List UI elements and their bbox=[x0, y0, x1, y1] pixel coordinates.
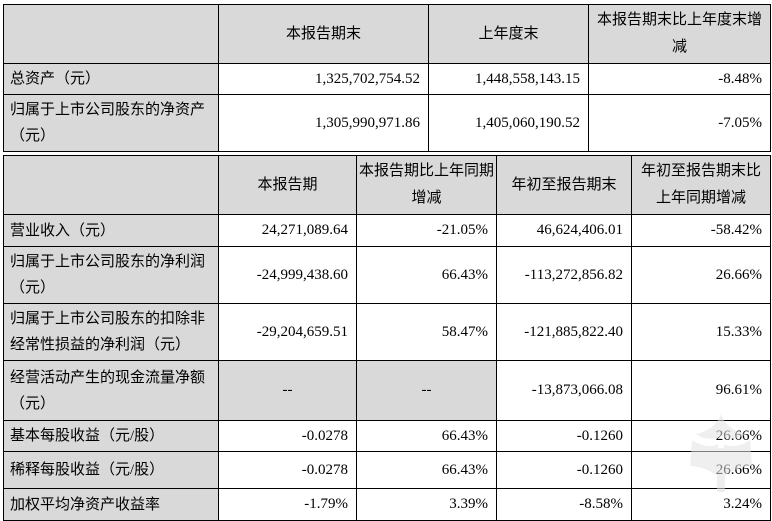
value-cell: -58.42% bbox=[631, 214, 771, 247]
column-header-empty bbox=[3, 155, 219, 215]
value-cell: 1,325,702,754.52 bbox=[218, 63, 429, 95]
column-header-ytd-change-yoy: 年初至报告期末比上年同期增减 bbox=[631, 155, 771, 215]
value-cell: -13,873,066.08 bbox=[496, 360, 632, 421]
value-cell: 24,271,089.64 bbox=[218, 214, 357, 247]
value-cell: -121,885,822.40 bbox=[496, 303, 632, 361]
column-header-period-change-yoy: 本报告期比上年同期增减 bbox=[356, 155, 497, 215]
row-label-cell: 总资产（元） bbox=[3, 63, 219, 95]
value-cell: 3.39% bbox=[356, 488, 497, 521]
table-row-diluted-eps: 稀释每股收益（元/股） -0.0278 66.43% -0.1260 26.66… bbox=[3, 451, 771, 489]
value-cell: 26.66% bbox=[631, 420, 771, 452]
column-header-ytd: 年初至报告期末 bbox=[496, 155, 632, 215]
table-row-basic-eps: 基本每股收益（元/股） -0.0278 66.43% -0.1260 26.66… bbox=[3, 420, 771, 452]
row-label-cell: 稀释每股收益（元/股） bbox=[3, 451, 219, 489]
value-cell: 46,624,406.01 bbox=[496, 214, 632, 247]
value-cell: -8.48% bbox=[588, 63, 771, 95]
balance-table: 本报告期末 上年度末 本报告期末比上年度末增减 总资产（元） 1,325,702… bbox=[3, 4, 771, 152]
value-cell-na: -- bbox=[356, 360, 497, 421]
value-cell: 1,448,558,143.15 bbox=[428, 63, 589, 95]
value-cell: -7.05% bbox=[588, 94, 771, 152]
table-row-net-profit: 归属于上市公司股东的净利润（元） -24,999,438.60 66.43% -… bbox=[3, 246, 771, 304]
column-header-change-vs-prior-year-end: 本报告期末比上年度末增减 bbox=[588, 4, 771, 64]
value-cell: 66.43% bbox=[356, 246, 497, 304]
table-row-net-profit-excl-nonrecurring: 归属于上市公司股东的扣除非经常性损益的净利润（元） -29,204,659.51… bbox=[3, 303, 771, 361]
value-cell: 66.43% bbox=[356, 420, 497, 452]
value-cell: -0.1260 bbox=[496, 420, 632, 452]
row-label-cell: 归属于上市公司股东的净资产（元） bbox=[3, 94, 219, 152]
row-label-cell: 基本每股收益（元/股） bbox=[3, 420, 219, 452]
financial-summary: 本报告期末 上年度末 本报告期末比上年度末增减 总资产（元） 1,325,702… bbox=[3, 4, 771, 521]
value-cell: 3.24% bbox=[631, 488, 771, 521]
value-cell: -0.0278 bbox=[218, 420, 357, 452]
value-cell: -0.0278 bbox=[218, 451, 357, 489]
column-header-current-period: 本报告期 bbox=[218, 155, 357, 215]
income-header-row: 本报告期 本报告期比上年同期增减 年初至报告期末 年初至报告期末比上年同期增减 bbox=[3, 155, 771, 215]
balance-header-row: 本报告期末 上年度末 本报告期末比上年度末增减 bbox=[3, 4, 771, 64]
value-cell: -8.58% bbox=[496, 488, 632, 521]
value-cell: -0.1260 bbox=[496, 451, 632, 489]
table-row-total-assets: 总资产（元） 1,325,702,754.52 1,448,558,143.15… bbox=[3, 63, 771, 95]
row-label-cell: 归属于上市公司股东的扣除非经常性损益的净利润（元） bbox=[3, 303, 219, 361]
table-row-weighted-avg-roe: 加权平均净资产收益率 -1.79% 3.39% -8.58% 3.24% bbox=[3, 488, 771, 521]
value-cell: -21.05% bbox=[356, 214, 497, 247]
value-cell: 1,405,060,190.52 bbox=[428, 94, 589, 152]
row-label-cell: 归属于上市公司股东的净利润（元） bbox=[3, 246, 219, 304]
column-header-empty bbox=[3, 4, 219, 64]
column-header-current-period-end: 本报告期末 bbox=[218, 4, 429, 64]
value-cell: 26.66% bbox=[631, 451, 771, 489]
row-label-cell: 加权平均净资产收益率 bbox=[3, 488, 219, 521]
value-cell: 58.47% bbox=[356, 303, 497, 361]
table-row-revenue: 营业收入（元） 24,271,089.64 -21.05% 46,624,406… bbox=[3, 214, 771, 247]
row-label-cell: 营业收入（元） bbox=[3, 214, 219, 247]
value-cell: 96.61% bbox=[631, 360, 771, 421]
value-cell: 26.66% bbox=[631, 246, 771, 304]
value-cell: 15.33% bbox=[631, 303, 771, 361]
row-label-cell: 经营活动产生的现金流量净额（元） bbox=[3, 360, 219, 421]
value-cell: -1.79% bbox=[218, 488, 357, 521]
value-cell-na: -- bbox=[218, 360, 357, 421]
income-table: 本报告期 本报告期比上年同期增减 年初至报告期末 年初至报告期末比上年同期增减 … bbox=[3, 155, 771, 521]
column-header-prior-year-end: 上年度末 bbox=[428, 4, 589, 64]
table-row-operating-cash-flow: 经营活动产生的现金流量净额（元） -- -- -13,873,066.08 96… bbox=[3, 360, 771, 421]
table-row-net-assets: 归属于上市公司股东的净资产（元） 1,305,990,971.86 1,405,… bbox=[3, 94, 771, 152]
value-cell: 1,305,990,971.86 bbox=[218, 94, 429, 152]
value-cell: 66.43% bbox=[356, 451, 497, 489]
value-cell: -24,999,438.60 bbox=[218, 246, 357, 304]
value-cell: -29,204,659.51 bbox=[218, 303, 357, 361]
value-cell: -113,272,856.82 bbox=[496, 246, 632, 304]
